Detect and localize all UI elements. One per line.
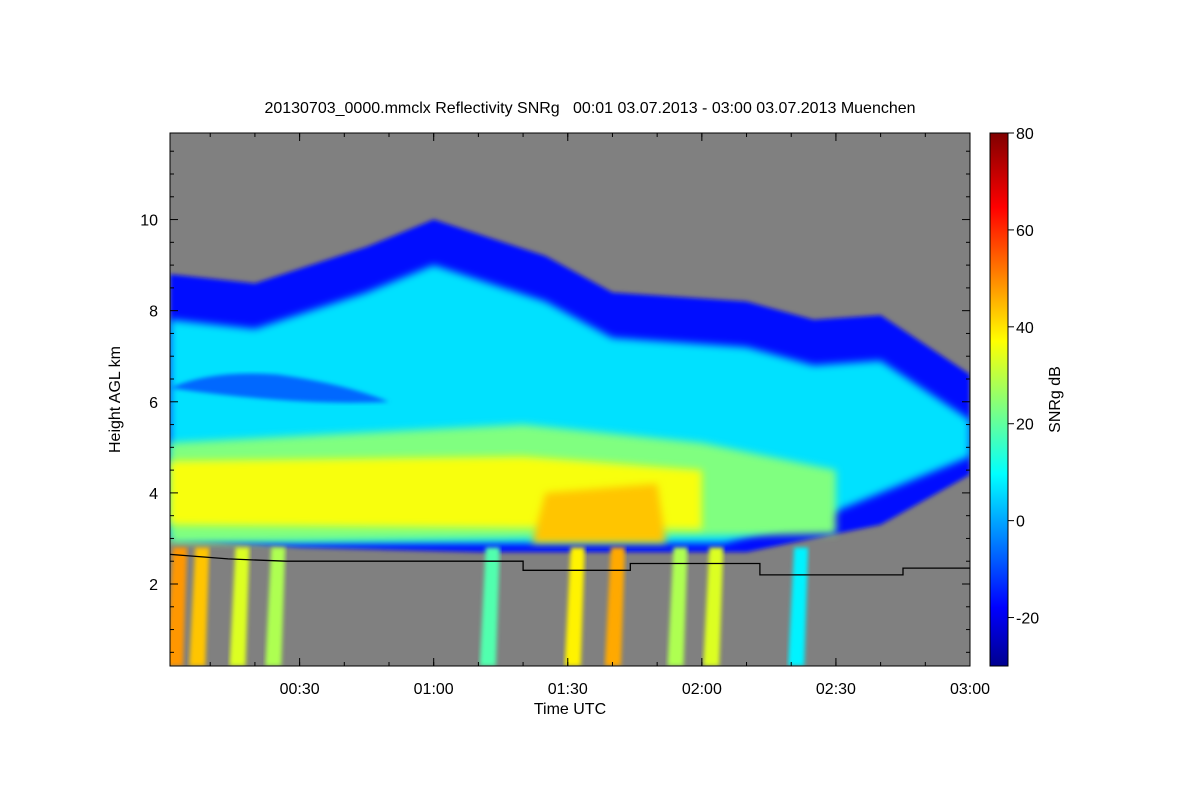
core-max (532, 483, 667, 543)
y-tick-label: 2 (149, 577, 158, 594)
fall-streak (604, 547, 625, 666)
y-tick-label: 10 (140, 213, 158, 230)
x-tick-label: 01:00 (414, 681, 454, 698)
fall-streak (788, 547, 809, 666)
x-tick-label: 00:30 (280, 681, 320, 698)
fall-streak (265, 547, 286, 666)
x-tick-label: 02:00 (682, 681, 722, 698)
plot-frame (169, 132, 971, 667)
colorbar-tick-label: 20 (1016, 417, 1034, 434)
fall-streak (667, 547, 688, 666)
fall-streak (564, 547, 585, 666)
colorbar-tick-label: -20 (1016, 611, 1039, 628)
x-tick-label: 03:00 (950, 681, 990, 698)
colorbar-tick-label: 60 (1016, 223, 1034, 240)
reflectivity-field (170, 219, 970, 666)
chart-title: 20130703_0000.mmclx Reflectivity SNRg 00… (264, 100, 915, 117)
fall-streak (170, 547, 187, 666)
plot-area (170, 133, 970, 666)
colorbar-tick-label: 80 (1016, 126, 1034, 143)
x-axis: 00:30 01:00 01:30 02:00 02:30 03:00 (209, 133, 990, 698)
y-axis-label: Height AGL km (107, 346, 124, 453)
colorbar-scale (989, 132, 1009, 667)
fall-streak (229, 547, 250, 666)
colorbar: -20 0 20 40 60 80 SNRg dB (989, 126, 1064, 667)
y-tick-label: 6 (149, 395, 158, 412)
colorbar-tick-label: 40 (1016, 320, 1034, 337)
x-axis-label: Time UTC (534, 701, 606, 718)
colorbar-tick-label: 0 (1016, 514, 1025, 531)
fall-streak (479, 547, 500, 666)
x-tick-label: 02:30 (816, 681, 856, 698)
fall-streak (703, 547, 724, 666)
boundary-line (170, 553, 970, 576)
x-tick-label: 01:30 (548, 681, 588, 698)
fall-streak (189, 547, 210, 666)
colorbar-label: SNRg dB (1047, 366, 1064, 433)
y-tick-label: 8 (149, 304, 158, 321)
y-axis: 2 4 6 8 10 (140, 150, 970, 653)
colorbar-ticks: -20 0 20 40 60 80 (1008, 126, 1039, 628)
y-tick-label: 4 (149, 486, 158, 503)
dry-gap (170, 373, 389, 403)
